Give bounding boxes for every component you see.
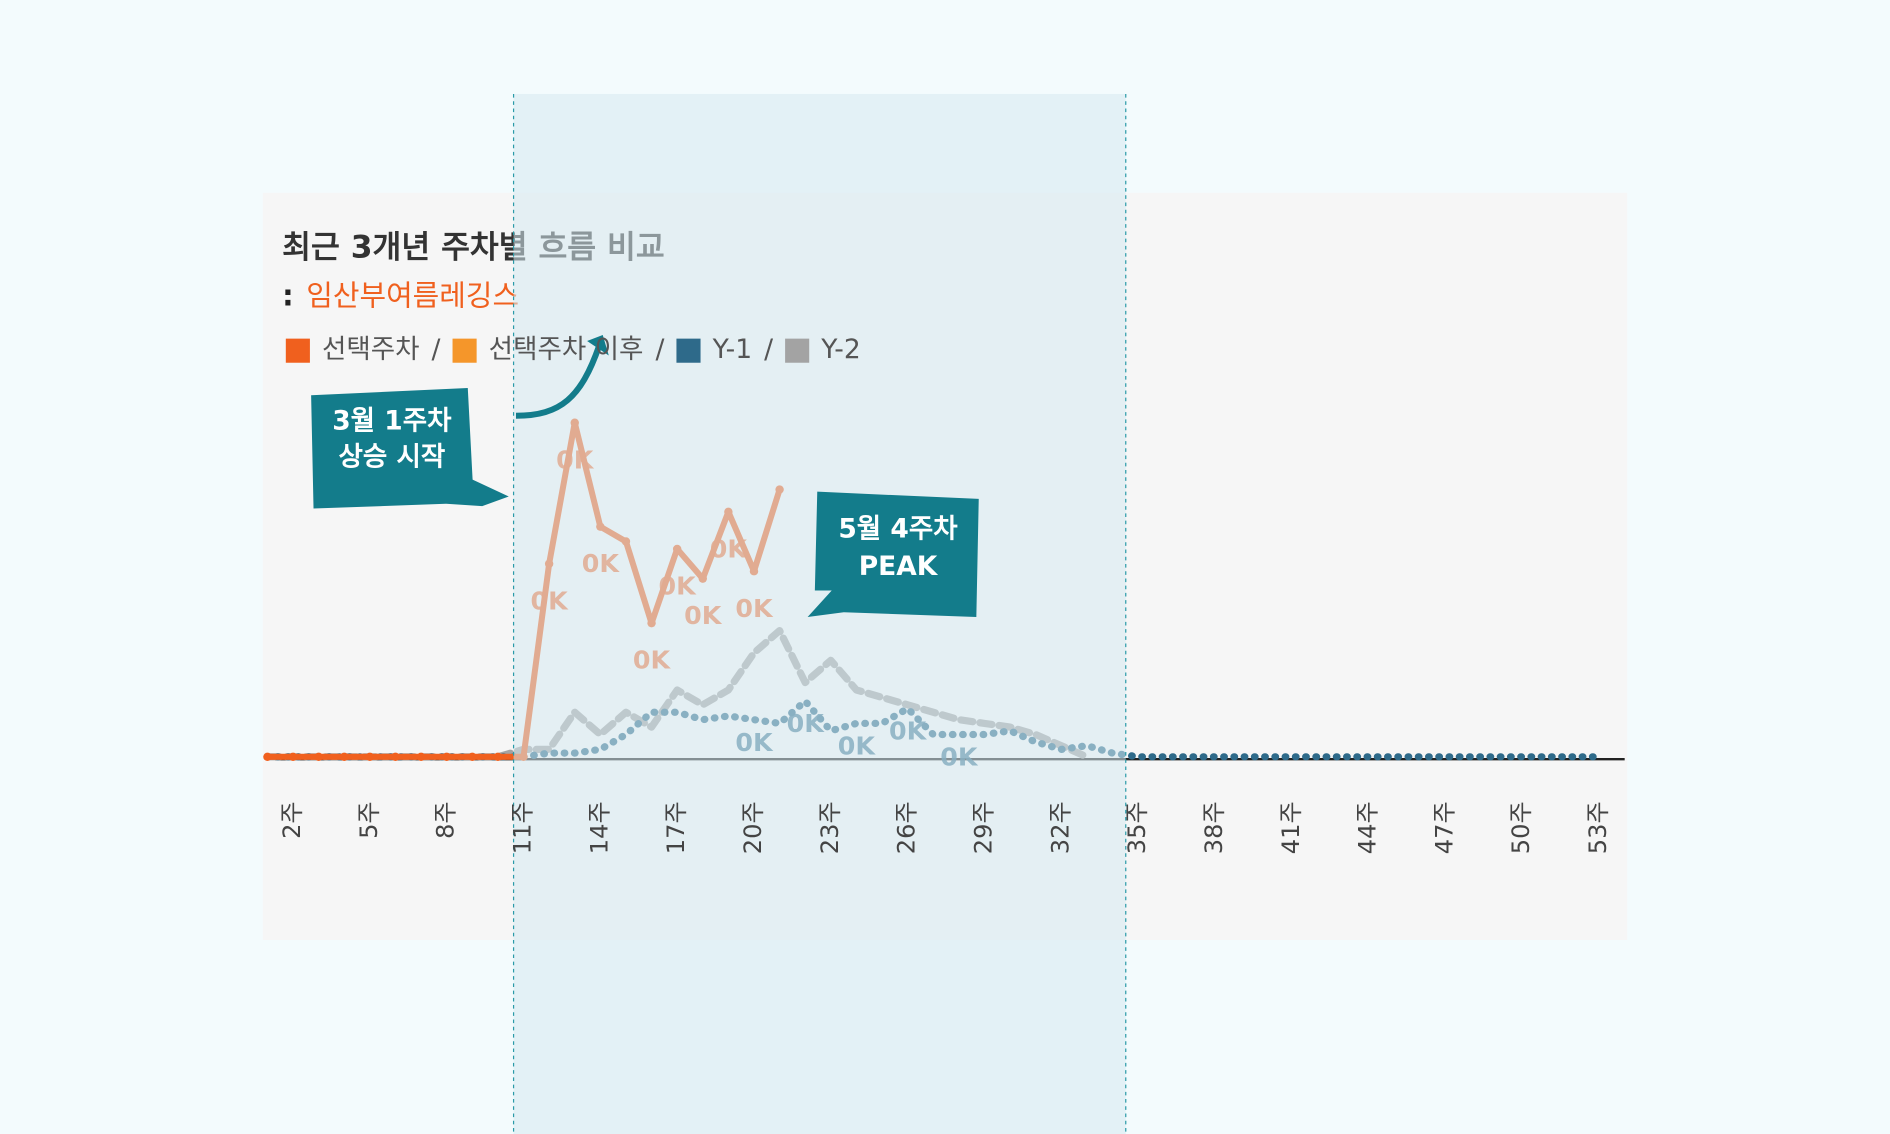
annotation-text: 5월 4주차 (838, 514, 958, 545)
annotation-text: 상승 시작 (338, 441, 445, 472)
legend-swatch (785, 338, 810, 363)
point (468, 752, 477, 762)
x-tick-label: 8주 (432, 801, 460, 839)
subtitle: 임산부여름레깅스 (306, 279, 519, 313)
x-tick-label: 50주 (1507, 801, 1535, 854)
annotation-text: 3월 1주차 (332, 405, 452, 436)
legend-swatch (285, 338, 310, 363)
legend-label: Y-2 (820, 334, 860, 365)
x-tick-label: 14주 (585, 801, 613, 854)
callout: 3월 1주차 상승 시작 (311, 388, 509, 509)
legend-label: Y-1 (712, 334, 752, 365)
legend-separator: / (764, 334, 773, 365)
x-tick-label: 29주 (969, 801, 997, 854)
x-tick-label: 23주 (816, 801, 844, 854)
x-tick-label: 47주 (1430, 801, 1458, 854)
x-tick-label: 26주 (893, 801, 921, 854)
arrow-head (587, 335, 609, 356)
point (391, 752, 400, 762)
legend-label: 선택주차 이후 (489, 334, 644, 365)
subtitle-marker: : (282, 279, 294, 313)
callout-box (311, 388, 509, 509)
point (365, 752, 375, 762)
x-tick-label: 44주 (1354, 801, 1382, 854)
point (314, 752, 323, 762)
point (263, 752, 272, 762)
annotation-text: PEAK (859, 551, 939, 582)
legend-separator: / (432, 334, 441, 365)
x-tick-label: 11주 (509, 801, 537, 854)
legend-swatch (452, 338, 477, 363)
callout-box (807, 491, 979, 618)
legend-separator: / (655, 334, 664, 365)
annotation-arrow (515, 344, 602, 419)
x-tick-label: 17주 (662, 801, 690, 854)
point (442, 752, 451, 762)
x-tick-label: 53주 (1584, 801, 1612, 854)
callout: 5월 4주차 PEAK (807, 491, 979, 618)
x-tick-label: 20주 (739, 801, 767, 854)
point (493, 752, 503, 762)
x-tick-label: 38주 (1200, 801, 1228, 854)
x-tick-label: 5주 (355, 801, 383, 839)
point (288, 752, 298, 762)
legend-label: 선택주차 (322, 334, 420, 365)
point (416, 752, 426, 762)
x-tick-label: 32주 (1046, 801, 1074, 854)
x-tick-label: 35주 (1123, 801, 1151, 854)
point (340, 752, 349, 762)
x-tick-label: 41주 (1277, 801, 1305, 854)
x-tick-label: 2주 (278, 801, 306, 839)
legend-swatch (676, 338, 701, 363)
